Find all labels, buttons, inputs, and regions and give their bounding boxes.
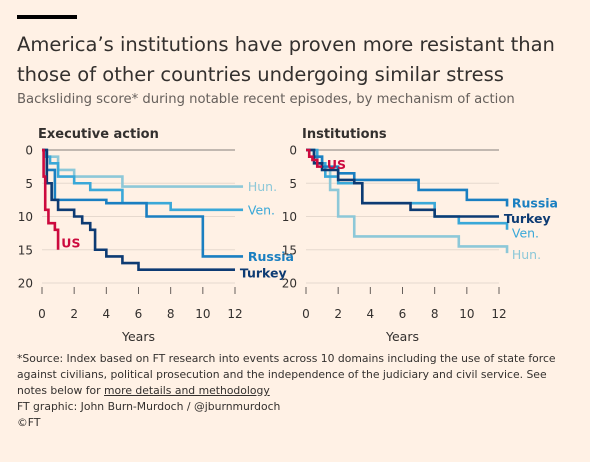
x-tick-label: 8 xyxy=(431,307,439,321)
series-label-russia: Russia xyxy=(248,249,294,264)
x-tick-label: 10 xyxy=(459,307,474,321)
y-tick-label: 15 xyxy=(18,243,33,257)
footnote-line-3: notes below for more details and methodo… xyxy=(17,383,577,399)
chart-title: America’s institutions have proven more … xyxy=(17,30,577,90)
x-tick-label: 12 xyxy=(227,307,242,321)
series-label-ven: Ven. xyxy=(512,226,539,241)
series-label-us: US xyxy=(61,236,80,251)
y-tick-label: 15 xyxy=(282,243,297,257)
graphic-credit: FT graphic: John Burn-Murdoch / @jburnmu… xyxy=(17,400,281,413)
title-line-2: those of other countries undergoing simi… xyxy=(17,63,504,86)
y-tick-label: 10 xyxy=(282,210,297,224)
x-axis-label: Years xyxy=(385,329,419,344)
y-tick-label: 5 xyxy=(25,177,33,191)
x-tick-label: 0 xyxy=(38,307,46,321)
footnote: *Source: Index based on FT research into… xyxy=(17,351,577,431)
chart-subtitle: Backsliding score* during notable recent… xyxy=(17,92,515,107)
series-line-us xyxy=(306,148,323,168)
series-label-us: US xyxy=(327,157,346,172)
panel-institutions: Institutions 0 5 10 15 20 0 2 4 6 8 10 12 Years Russia… xyxy=(282,127,558,344)
methodology-link[interactable]: more details and methodology xyxy=(104,384,270,397)
panel-title: Executive action xyxy=(38,127,159,142)
series-label-turkey: Turkey xyxy=(240,266,287,281)
series-label-hun: Hun. xyxy=(512,247,541,262)
y-tick-label: 20 xyxy=(282,277,297,291)
panel-title: Institutions xyxy=(302,127,387,142)
y-tick-label: 0 xyxy=(25,144,33,158)
title-line-1: America’s institutions have proven more … xyxy=(17,33,555,56)
panel-executive-action: Executive action 0 5 10 15 20 0 2 4 6 8 10 12 Years Hu… xyxy=(18,127,294,344)
series-line-turkey xyxy=(42,148,235,271)
x-tick-label: 8 xyxy=(167,307,175,321)
x-tick-label: 10 xyxy=(195,307,210,321)
x-tick-label: 2 xyxy=(70,307,78,321)
series-label-ven: Ven. xyxy=(248,202,275,217)
footnote-line-2: against civilians, political prosecution… xyxy=(17,368,547,381)
footnote-line-1: *Source: Index based on FT research into… xyxy=(17,352,556,365)
x-axis-label: Years xyxy=(121,329,155,344)
series-line-hun xyxy=(42,148,244,188)
series-line-russia xyxy=(42,148,244,258)
series-label-hun: Hun. xyxy=(248,179,277,194)
series-line-us xyxy=(42,148,60,250)
x-tick-label: 4 xyxy=(103,307,111,321)
x-tick-label: 12 xyxy=(491,307,506,321)
x-tick-label: 6 xyxy=(135,307,143,321)
series-label-turkey: Turkey xyxy=(504,211,551,226)
y-tick-label: 20 xyxy=(18,277,33,291)
x-tick-label: 6 xyxy=(399,307,407,321)
x-tick-label: 4 xyxy=(367,307,375,321)
series-label-russia: Russia xyxy=(512,196,558,211)
copyright: ©FT xyxy=(17,416,41,429)
x-tick-label: 2 xyxy=(334,307,342,321)
y-tick-label: 10 xyxy=(18,210,33,224)
y-tick-label: 5 xyxy=(289,177,297,191)
footnote-line-3-prefix: notes below for xyxy=(17,384,105,397)
ft-top-bar xyxy=(17,15,77,19)
x-tick-label: 0 xyxy=(302,307,310,321)
series-line-turkey xyxy=(306,148,499,218)
y-tick-label: 0 xyxy=(289,144,297,158)
